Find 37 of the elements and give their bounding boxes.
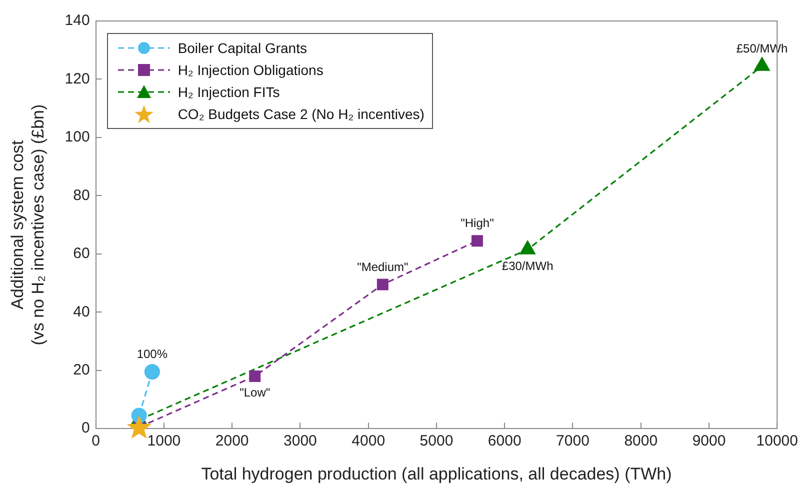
x-tick-label: 5000	[420, 432, 454, 450]
point	[754, 57, 770, 71]
y-tick-label: 20	[73, 362, 90, 379]
legend-label: Boiler Capital Grants	[178, 40, 307, 56]
legend-label: CO₂ Budgets Case 2 (No H₂ incentives)	[178, 106, 424, 122]
annotation: 100%	[136, 347, 168, 362]
y-tick-label: 40	[73, 303, 90, 320]
y-tick-label: 0	[81, 420, 90, 437]
legend-label: H₂ Injection Obligations	[178, 62, 324, 78]
y-tick-label: 120	[64, 70, 90, 88]
annotation: £50/MWh	[736, 41, 788, 56]
legend-label: H₂ Injection FITs	[178, 84, 280, 100]
y-tick-label: 80	[73, 186, 90, 204]
annotation: "Low"	[240, 386, 270, 400]
x-axis-title: Total hydrogen production (all applications, all decades) (TWh)	[201, 464, 672, 484]
y-tick-label: 140	[64, 12, 90, 30]
annotation: "Medium"	[357, 260, 408, 274]
annotation: "High"	[460, 216, 494, 230]
x-tick-label: 10000	[756, 432, 798, 450]
x-tick-label: 9000	[692, 432, 726, 450]
annotation: £30/MWh	[502, 258, 554, 273]
x-tick-label: 4000	[352, 432, 386, 450]
point	[520, 240, 536, 254]
point	[376, 278, 388, 290]
text: Additional system cost	[8, 140, 27, 310]
point	[249, 370, 261, 382]
x-tick-label: 1000	[147, 432, 181, 450]
x-tick-label: 6000	[488, 432, 522, 450]
text: (vs no H₂ incentives case) (£bn)	[28, 104, 48, 346]
x-tick-label: 2000	[215, 432, 249, 450]
x-tick-label: 7000	[556, 432, 590, 450]
x-tick-label: 8000	[624, 432, 658, 450]
point	[471, 235, 483, 247]
y-tick-label: 100	[64, 128, 90, 146]
x-tick-label: 3000	[284, 432, 317, 450]
y-tick-label: 60	[73, 245, 90, 262]
point	[144, 364, 160, 380]
